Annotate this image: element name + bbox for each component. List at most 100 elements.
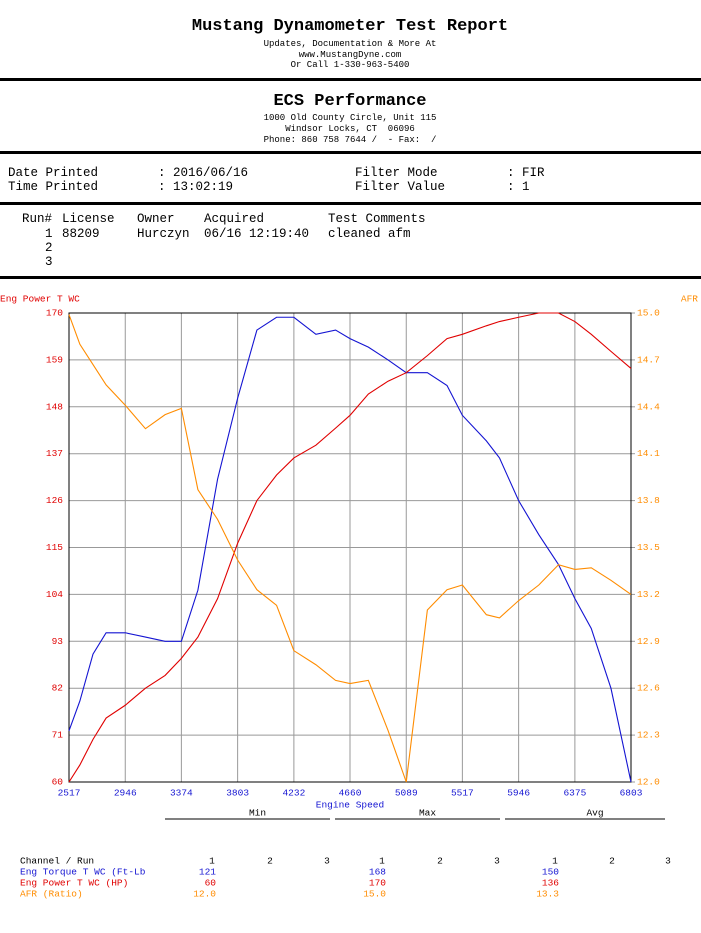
y2-tick-label: 12.0 xyxy=(637,777,660,788)
y2-tick-label: 13.5 xyxy=(637,542,660,553)
run-number: 1 xyxy=(209,856,215,867)
run-number: 2 xyxy=(609,856,615,867)
separator xyxy=(0,202,701,205)
channel-name: AFR (Ratio) xyxy=(20,889,83,900)
runs-header: Test Comments xyxy=(328,212,426,226)
report-title: Mustang Dynamometer Test Report xyxy=(191,17,509,36)
y2-tick-label: 13.2 xyxy=(637,589,660,600)
series-line xyxy=(68,312,632,783)
run-cell: 3 xyxy=(45,255,53,269)
group-header: Max xyxy=(419,808,436,819)
run-number: 3 xyxy=(665,856,671,867)
run-header: Channel / Run xyxy=(20,856,94,867)
x-tick-label: 5517 xyxy=(451,788,474,799)
header-line: Updates, Documentation & More At xyxy=(263,39,437,49)
series-line xyxy=(68,314,632,783)
channel-min: 60 xyxy=(205,878,217,889)
run-number: 1 xyxy=(552,856,558,867)
run-cell: cleaned afm xyxy=(328,227,411,241)
channel-avg: 13.3 xyxy=(536,889,559,900)
header-line: www.MustangDyne.com xyxy=(298,50,402,60)
y-tick-label: 159 xyxy=(46,354,63,365)
y2-tick-label: 12.9 xyxy=(637,636,660,647)
run-number: 2 xyxy=(267,856,273,867)
x-tick-label: 3374 xyxy=(170,788,193,799)
x-tick-label: 4660 xyxy=(339,788,362,799)
x-tick-label: 6803 xyxy=(620,788,643,799)
channel-min: 12.0 xyxy=(193,889,216,900)
y-tick-label: 60 xyxy=(52,777,64,788)
y2-tick-label: 12.6 xyxy=(637,683,660,694)
info-value: : 1 xyxy=(507,180,530,194)
run-number: 2 xyxy=(437,856,443,867)
y-tick-label: 170 xyxy=(46,308,63,319)
y-tick-label: 93 xyxy=(52,636,64,647)
y2-tick-label: 14.7 xyxy=(637,354,660,365)
x-tick-label: 2946 xyxy=(114,788,137,799)
y-tick-label: 71 xyxy=(52,730,64,741)
run-cell: 88209 xyxy=(62,227,100,241)
y-tick-label: 104 xyxy=(46,589,63,600)
y2-tick-label: 14.1 xyxy=(637,448,660,459)
shop-name: ECS Performance xyxy=(273,92,427,111)
runs-header: License xyxy=(62,212,115,226)
run-number: 3 xyxy=(324,856,330,867)
separator xyxy=(0,276,701,279)
run-cell: Hurczyn xyxy=(137,227,190,241)
shop-line: Phone: 860 758 7644 / - Fax: / xyxy=(263,135,437,145)
info-value: : 2016/06/16 xyxy=(158,166,249,180)
run-cell: 2 xyxy=(45,241,53,255)
dyno-chart: 60 71 82 93 104 115 126 137 148 159 170 12.0 12.3 12.… xyxy=(0,294,698,811)
run-cell: 06/16 12:19:40 xyxy=(204,227,310,241)
x-tick-label: 2517 xyxy=(58,788,81,799)
separator xyxy=(0,151,701,154)
y-tick-label: 115 xyxy=(46,542,63,553)
channel-avg: 136 xyxy=(542,878,559,889)
group-header: Min xyxy=(249,808,266,819)
shop-line: 1000 Old County Circle, Unit 115 xyxy=(263,113,437,123)
y-axis-label: Eng Power T WC xyxy=(0,294,80,305)
channel-name: Eng Power T WC (HP) xyxy=(20,878,128,889)
info-value: : 13:02:19 xyxy=(158,180,234,194)
runs-header: Run# xyxy=(22,212,53,226)
y2-axis-label: AFR xyxy=(681,294,698,305)
x-tick-label: 3803 xyxy=(226,788,249,799)
run-number: 1 xyxy=(379,856,385,867)
series-line xyxy=(68,316,632,783)
y2-tick-label: 12.3 xyxy=(637,730,660,741)
info-value: : FIR xyxy=(507,166,545,180)
channel-max: 170 xyxy=(369,878,386,889)
channel-avg: 150 xyxy=(542,867,559,878)
run-cell: 1 xyxy=(45,227,53,241)
shop-line: Windsor Locks, CT 06096 xyxy=(285,124,415,134)
header-line: Or Call 1-330-963-5400 xyxy=(290,60,410,70)
x-axis-label: Engine Speed xyxy=(316,800,384,811)
x-tick-label: 4232 xyxy=(282,788,305,799)
separator xyxy=(0,78,701,81)
y-tick-label: 82 xyxy=(52,683,64,694)
y2-tick-label: 13.8 xyxy=(637,495,660,506)
y-tick-label: 137 xyxy=(46,448,63,459)
info-label: Filter Mode xyxy=(355,166,438,180)
x-tick-label: 5946 xyxy=(507,788,530,799)
runs-header: Acquired xyxy=(204,212,265,226)
y-tick-label: 126 xyxy=(46,495,63,506)
channel-name: Eng Torque T WC (Ft-Lb xyxy=(20,867,146,878)
x-tick-label: 6375 xyxy=(563,788,586,799)
y-tick-label: 148 xyxy=(46,401,63,412)
channel-max: 168 xyxy=(369,867,386,878)
x-tick-label: 5089 xyxy=(395,788,418,799)
channel-min: 121 xyxy=(199,867,216,878)
channel-max: 15.0 xyxy=(363,889,386,900)
run-number: 3 xyxy=(494,856,500,867)
y2-tick-label: 15.0 xyxy=(637,308,660,319)
info-label: Date Printed xyxy=(8,166,99,180)
group-header: Avg xyxy=(586,808,603,819)
info-label: Filter Value xyxy=(355,180,446,194)
y2-tick-label: 14.4 xyxy=(637,401,660,412)
info-label: Time Printed xyxy=(8,180,99,194)
runs-header: Owner xyxy=(137,212,175,226)
plot-frame xyxy=(68,312,632,783)
